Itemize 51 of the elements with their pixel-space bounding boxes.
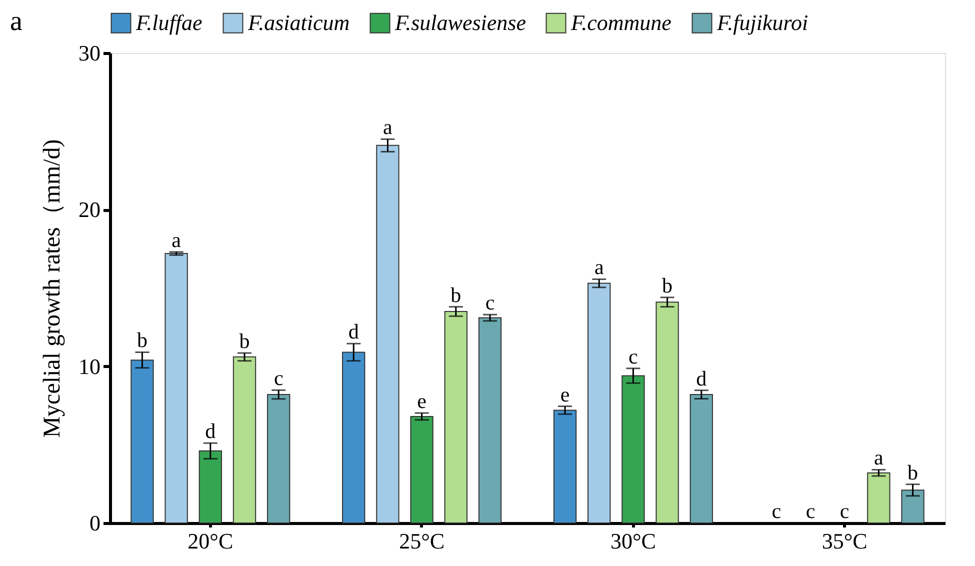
- bar: [656, 302, 679, 524]
- y-axis-title: Mycelial growth rates（mm/d): [40, 139, 66, 438]
- x-tick-label: 35°C: [822, 528, 868, 554]
- y-tick-label: 20: [78, 197, 100, 222]
- annotation: c: [628, 344, 638, 368]
- bar: [588, 282, 611, 524]
- legend-label: F.commune: [570, 10, 672, 36]
- annotation: b: [450, 282, 462, 307]
- bar: [690, 394, 713, 524]
- y-tick-label: 10: [78, 354, 100, 379]
- annotation: c: [485, 290, 495, 315]
- annotation: a: [172, 228, 182, 252]
- legend-label: F.luffae: [135, 10, 202, 36]
- annotation: a: [594, 255, 604, 280]
- legend-label: F.asiaticum: [247, 10, 350, 36]
- bar: [198, 450, 222, 524]
- bar: [342, 352, 366, 524]
- annotation: d: [348, 320, 360, 344]
- bar: [478, 317, 502, 524]
- annotation: b: [662, 273, 673, 298]
- y-tick-label: 0: [90, 510, 100, 536]
- bar: [901, 490, 924, 524]
- bar: [553, 410, 577, 524]
- annotation: c: [840, 499, 850, 523]
- annotation: c: [806, 499, 816, 523]
- annotation: e: [560, 382, 570, 406]
- y-tick-label: 30: [78, 40, 100, 66]
- annotation: e: [417, 389, 426, 414]
- bar: [130, 360, 154, 524]
- x-tick-label: 30°C: [610, 528, 656, 554]
- x-tick-label: 25°C: [399, 528, 445, 554]
- annotation: d: [696, 366, 708, 390]
- text: a: [10, 6, 23, 37]
- bar: [444, 311, 468, 524]
- x-tick-label: 20°C: [188, 528, 234, 554]
- annotation: b: [136, 328, 148, 352]
- legend-label: F.sulawesiense: [394, 10, 526, 36]
- annotation: d: [205, 419, 216, 444]
- annotation: b: [908, 460, 918, 484]
- annotation: a: [383, 115, 394, 140]
- bar: [622, 375, 645, 524]
- annotation: b: [239, 329, 250, 354]
- legend-label: F.fujikuroi: [716, 10, 808, 36]
- annotation: c: [274, 366, 284, 390]
- bar: [867, 472, 890, 524]
- annotation: a: [874, 446, 884, 470]
- bar: [376, 144, 400, 524]
- bar: [267, 394, 290, 524]
- annotation: c: [772, 499, 782, 523]
- bar: [410, 416, 434, 524]
- bar: [232, 356, 256, 524]
